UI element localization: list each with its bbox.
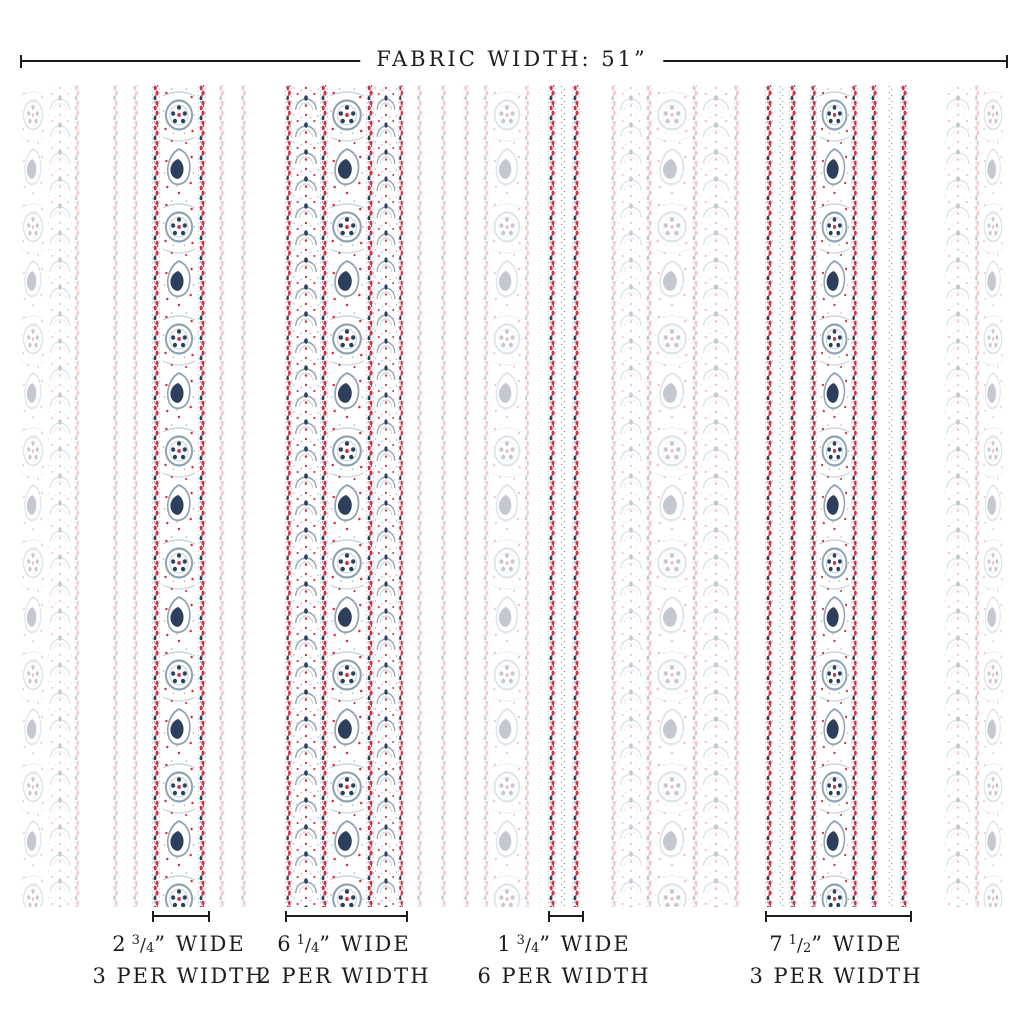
stripe-width-text: 2 3/4” WIDE [112,932,246,956]
measure-bracket [152,911,210,922]
fabric-stripe-chain [112,85,119,907]
measure-bracket [285,911,408,922]
fabric-stripe-chain [320,85,328,907]
fabric-stripe-chain [398,85,404,907]
measure-bracket [548,911,584,922]
fabric-stripe-chain [645,85,653,907]
fabric-stripe-medallion [20,85,46,907]
stripe-count-text: 6 PER WIDTH [477,964,651,988]
stripe-count-text: 2 PER WIDTH [257,964,431,988]
fabric-stripe-medallion [490,85,524,907]
fabric-stripe-chain [610,85,617,907]
fabric-stripe-chain [810,85,817,907]
fabric-stripe-motif [943,85,973,907]
fabric-stripe-motif [292,85,320,907]
stripe-width-text: 6 1/4” WIDE [277,932,411,956]
fabric-stripe-chain [548,85,556,907]
stripe-width-text: 1 3/4” WIDE [497,932,631,956]
fabric-width-label: FABRIC WIDTH: 51” [360,47,664,71]
fabric-stripe-chain [366,85,374,907]
fabric-stripe-chain [974,85,980,907]
stripe-count-text: 3 PER WIDTH [749,964,923,988]
stripe-count-text: 3 PER WIDTH [92,964,266,988]
fabric-stripe-chain [524,85,530,907]
fabric-stripe-dots [779,85,784,907]
measure-label: 1 3/4” WIDE 6 PER WIDTH [477,927,650,990]
fabric-stripe-chain [900,85,908,907]
fabric-stripe-chain [572,85,580,907]
fabric-stripe-chain [218,85,225,907]
fabric-stripe-dots [888,85,893,907]
fabric-stripe-motif [617,85,645,907]
fabric-stripe-chain [416,85,423,907]
fabric-stripe-chain [765,85,773,907]
fabric-stripe-motif [47,85,73,907]
measure-bracket [765,911,912,922]
measure-label: 7 1/2” WIDE 3 PER WIDTH [749,927,922,990]
fabric-stripe-chain [691,85,699,907]
fabric-stripe-chain [198,85,206,907]
fabric-stripe-chain [240,85,247,907]
measure-label: 6 1/4” WIDE 2 PER WIDTH [257,927,430,990]
fabric-stripe-chain [152,85,160,907]
fabric-stripe-chain [733,85,740,907]
stripe-width-text: 7 1/2” WIDE [769,932,903,956]
fabric-stripe-medallion [328,85,366,907]
fabric-stripe-medallion [653,85,691,907]
fabric-stripe-chain [870,85,878,907]
fabric-stripe-motif [699,85,733,907]
fabric-stripe-motif [374,85,398,907]
fabric-stripe-chain [483,85,489,907]
fabric-stripe-medallion [161,85,197,907]
fabric-stripe-chain [440,85,447,907]
fabric-stripe-dots [124,85,128,907]
fabric-stripe-medallion [981,85,1005,907]
fabric-stripe-medallion [818,85,851,907]
fabric-swatch [0,85,1024,907]
fabric-stripe-chain [851,85,858,907]
fabric-stripe-chain [132,85,139,907]
fabric-stripe-chain [789,85,797,907]
measure-label: 2 3/4” WIDE 3 PER WIDTH [92,927,265,990]
fabric-stripe-chain [74,85,80,907]
fabric-stripe-chain [285,85,292,907]
fabric-stripe-dots [560,85,566,907]
fabric-stripe-dots [537,85,542,907]
fabric-stripe-chain [463,85,470,907]
